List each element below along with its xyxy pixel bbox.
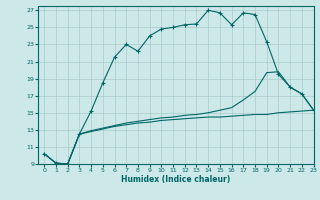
X-axis label: Humidex (Indice chaleur): Humidex (Indice chaleur)	[121, 175, 231, 184]
